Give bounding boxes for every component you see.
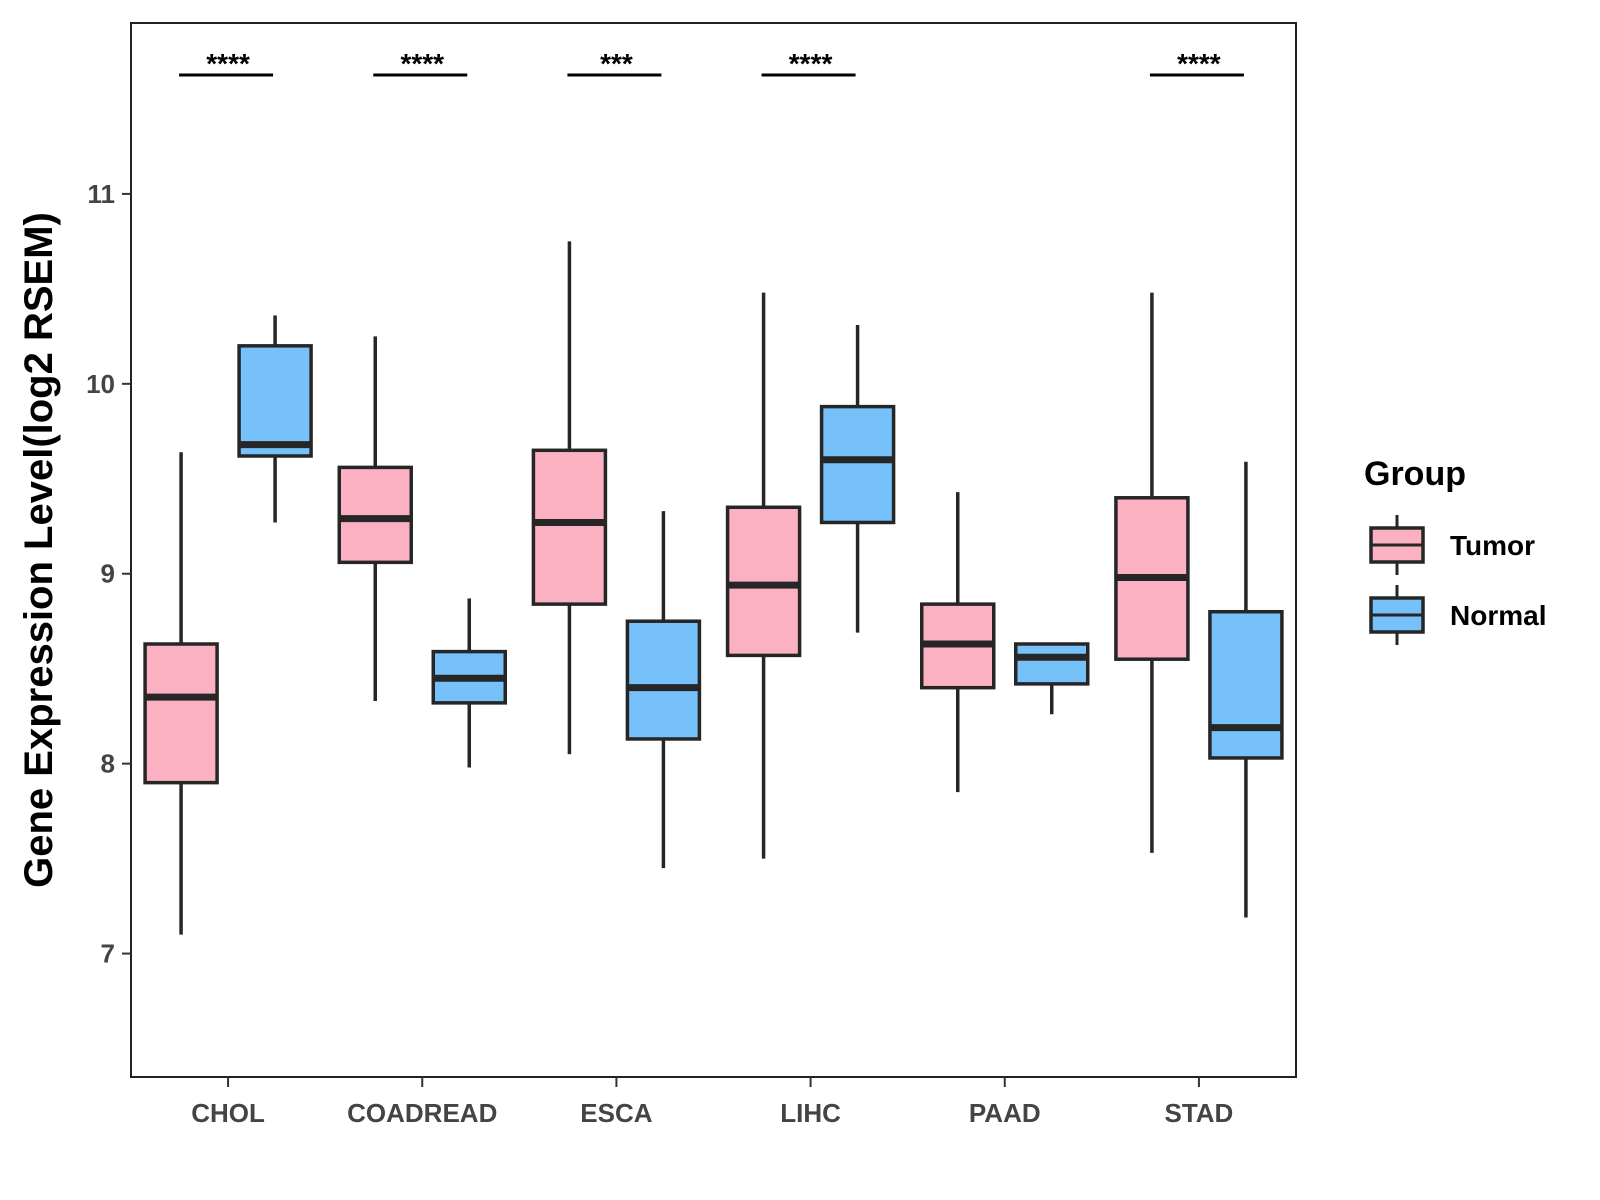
y-tick-label: 11 [88,179,116,209]
box-normal-chol [237,315,313,523]
box-normal-paad [1014,642,1090,715]
significance-layer: **** **** *** **** **** [179,48,1244,79]
legend-title: Group [1364,455,1466,493]
y-tick-label: 7 [101,939,115,969]
x-tick-label: STAD [1164,1098,1233,1128]
box-normal-coadread [431,598,507,768]
y-axis-title: Gene Expression Level(log2 RSEM) [17,212,61,888]
box-tumor-coadread [337,336,413,701]
box-iqr [1208,609,1284,760]
significance-label: **** [1177,48,1221,79]
box-layer [143,241,1284,935]
x-axis: CHOL COADREAD ESCA LIHC PAAD STAD [191,1077,1233,1128]
y-tick-label: 8 [101,749,115,779]
box-iqr [337,465,413,565]
x-tick-label: COADREAD [347,1098,497,1128]
legend-item-tumor: Tumor [1369,515,1535,575]
legend-label: Tumor [1450,530,1535,561]
box-tumor-paad [920,492,996,793]
box-normal-esca [625,511,702,869]
x-tick-label: CHOL [191,1098,265,1128]
box-iqr [143,642,219,785]
y-tick-label: 9 [101,559,115,589]
box-tumor-esca [531,241,608,755]
significance-label: **** [789,48,833,79]
box-tumor-chol [143,452,219,935]
box-iqr [237,344,313,458]
significance-label: *** [600,48,633,79]
legend-label: Normal [1450,600,1546,631]
x-tick-label: PAAD [969,1098,1041,1128]
box-iqr [1014,642,1090,686]
legend: Group Tumor Normal [1364,455,1546,645]
box-iqr [625,619,702,741]
x-tick-label: LIHC [780,1098,841,1128]
box-tumor-lihc [725,292,802,859]
y-tick-label: 10 [86,369,115,399]
y-axis: 7 8 9 10 11 [86,179,131,969]
box-iqr [531,448,608,606]
significance-label: **** [400,48,444,79]
box-normal-stad [1208,461,1284,918]
box-tumor-stad [1114,292,1190,853]
significance-label: **** [206,48,250,79]
box-iqr [819,404,896,525]
box-normal-lihc [819,324,896,633]
plot-panel [130,22,1297,1078]
x-tick-label: ESCA [580,1098,652,1128]
box-iqr [725,505,802,658]
legend-item-normal: Normal [1369,585,1546,645]
